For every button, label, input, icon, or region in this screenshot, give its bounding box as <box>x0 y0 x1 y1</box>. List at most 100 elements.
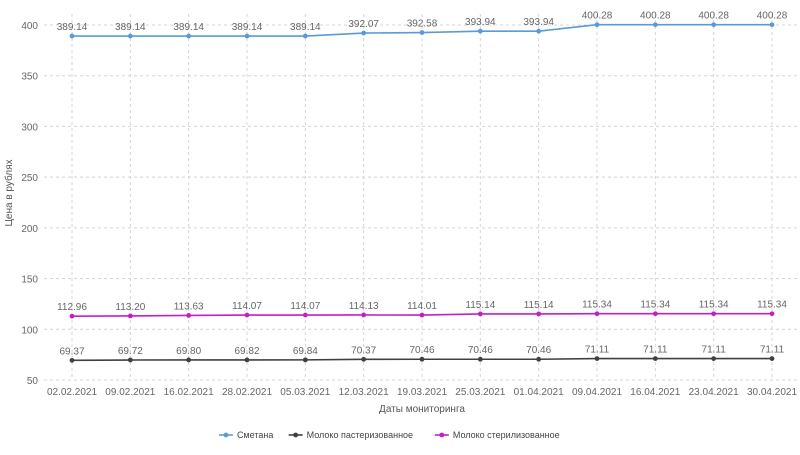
data-label: 392.58 <box>407 19 438 30</box>
data-label: 389.14 <box>57 22 88 33</box>
data-label: 400.28 <box>640 11 671 22</box>
data-label: 69.82 <box>234 346 259 357</box>
data-point <box>477 356 483 362</box>
legend-marker-icon <box>293 432 299 438</box>
data-label: 114.07 <box>232 301 262 312</box>
data-label: 71.11 <box>702 345 727 356</box>
data-label: 393.94 <box>523 17 554 28</box>
data-label: 70.46 <box>468 345 493 356</box>
data-point <box>652 22 658 28</box>
data-point <box>186 357 192 363</box>
data-point <box>69 313 75 319</box>
legend-item[interactable]: Сметана <box>218 430 273 440</box>
legend-item[interactable]: Молоко пастеризованное <box>288 430 413 440</box>
series-1 <box>69 22 775 39</box>
series-2 <box>69 356 775 363</box>
data-label: 392.07 <box>348 19 379 30</box>
data-point <box>361 30 367 36</box>
x-tick-label: 01.04.2021 <box>514 387 564 398</box>
data-point <box>769 22 775 28</box>
data-label: 70.46 <box>526 345 551 356</box>
data-label: 115.34 <box>640 300 670 311</box>
data-label: 69.37 <box>59 346 84 357</box>
legend-label: Молоко стерилизованное <box>453 430 560 440</box>
y-axis-ticks: 50 100 150 200 250 300 350 400 <box>21 21 38 387</box>
y-tick-label: 200 <box>21 224 38 235</box>
x-axis-title: Даты мониторинга <box>379 404 465 415</box>
data-label: 400.28 <box>698 11 729 22</box>
data-point <box>536 28 542 34</box>
x-tick-label: 12.03.2021 <box>339 387 389 398</box>
x-tick-label: 25.03.2021 <box>455 387 505 398</box>
series-3 <box>69 311 775 319</box>
legend-marker-icon <box>223 432 229 438</box>
data-label: 389.14 <box>232 22 263 33</box>
data-label: 115.34 <box>757 300 787 311</box>
data-point <box>594 22 600 28</box>
data-label: 69.72 <box>118 346 143 357</box>
data-point <box>127 357 133 363</box>
data-label: 113.63 <box>174 301 204 312</box>
legend-label: Молоко пастеризованное <box>307 430 413 440</box>
data-label: 389.14 <box>115 22 146 33</box>
data-point <box>594 356 600 361</box>
data-label: 71.11 <box>585 345 610 356</box>
data-label: 400.28 <box>757 11 788 22</box>
data-point <box>769 356 775 361</box>
x-tick-label: 28.02.2021 <box>222 387 272 398</box>
data-label: 115.34 <box>582 300 612 311</box>
x-tick-label: 19.03.2021 <box>397 387 447 398</box>
data-labels: 389.14 389.14 389.14 389.14 389.14 392.07 392.… <box>57 11 788 358</box>
series-group <box>69 22 775 363</box>
data-point <box>361 312 367 318</box>
data-point <box>477 311 483 317</box>
y-tick-label: 100 <box>21 325 38 336</box>
data-label: 71.11 <box>643 345 668 356</box>
data-point <box>244 312 250 318</box>
data-label: 393.94 <box>465 17 496 28</box>
y-axis-title: Цена в рублях <box>3 159 15 226</box>
data-point <box>652 311 658 317</box>
data-label: 70.46 <box>409 345 434 356</box>
data-point <box>477 28 483 34</box>
x-tick-label: 09.04.2021 <box>572 387 622 398</box>
y-tick-label: 400 <box>21 21 38 32</box>
data-point <box>652 356 658 361</box>
grid <box>44 14 800 381</box>
legend-marker-icon <box>439 432 445 438</box>
data-point <box>69 357 75 363</box>
x-tick-label: 16.04.2021 <box>630 387 680 398</box>
data-point <box>711 22 717 28</box>
x-tick-label: 05.03.2021 <box>280 387 330 398</box>
data-label: 70.37 <box>351 345 376 356</box>
data-point <box>302 357 308 363</box>
data-point <box>419 312 425 318</box>
data-point <box>127 313 133 319</box>
y-tick-label: 150 <box>21 275 38 286</box>
data-label: 114.07 <box>290 301 320 312</box>
data-point <box>594 311 600 317</box>
x-tick-label: 23.04.2021 <box>689 387 739 398</box>
y-tick-label: 300 <box>21 122 38 133</box>
y-tick-label: 50 <box>27 376 39 387</box>
legend: Сметана Молоко пастеризованное Молоко стер… <box>218 430 560 440</box>
data-point <box>186 313 192 318</box>
data-label: 389.14 <box>290 22 321 33</box>
legend-label: Сметана <box>237 430 273 440</box>
data-point <box>536 356 542 362</box>
data-label: 115.14 <box>524 300 554 311</box>
data-label: 400.28 <box>582 11 613 22</box>
data-point <box>127 33 133 39</box>
legend-item[interactable]: Молоко стерилизованное <box>434 430 560 440</box>
x-axis-ticks: 02.02.2021 09.02.2021 16.02.2021 28.02.2021… <box>47 387 797 398</box>
data-label: 114.13 <box>349 301 379 312</box>
data-point <box>186 33 192 39</box>
data-label: 115.34 <box>699 300 729 311</box>
data-label: 69.84 <box>293 346 318 357</box>
data-point <box>769 311 775 317</box>
y-tick-label: 250 <box>21 173 38 184</box>
data-point <box>244 33 250 39</box>
data-label: 115.14 <box>465 300 495 311</box>
